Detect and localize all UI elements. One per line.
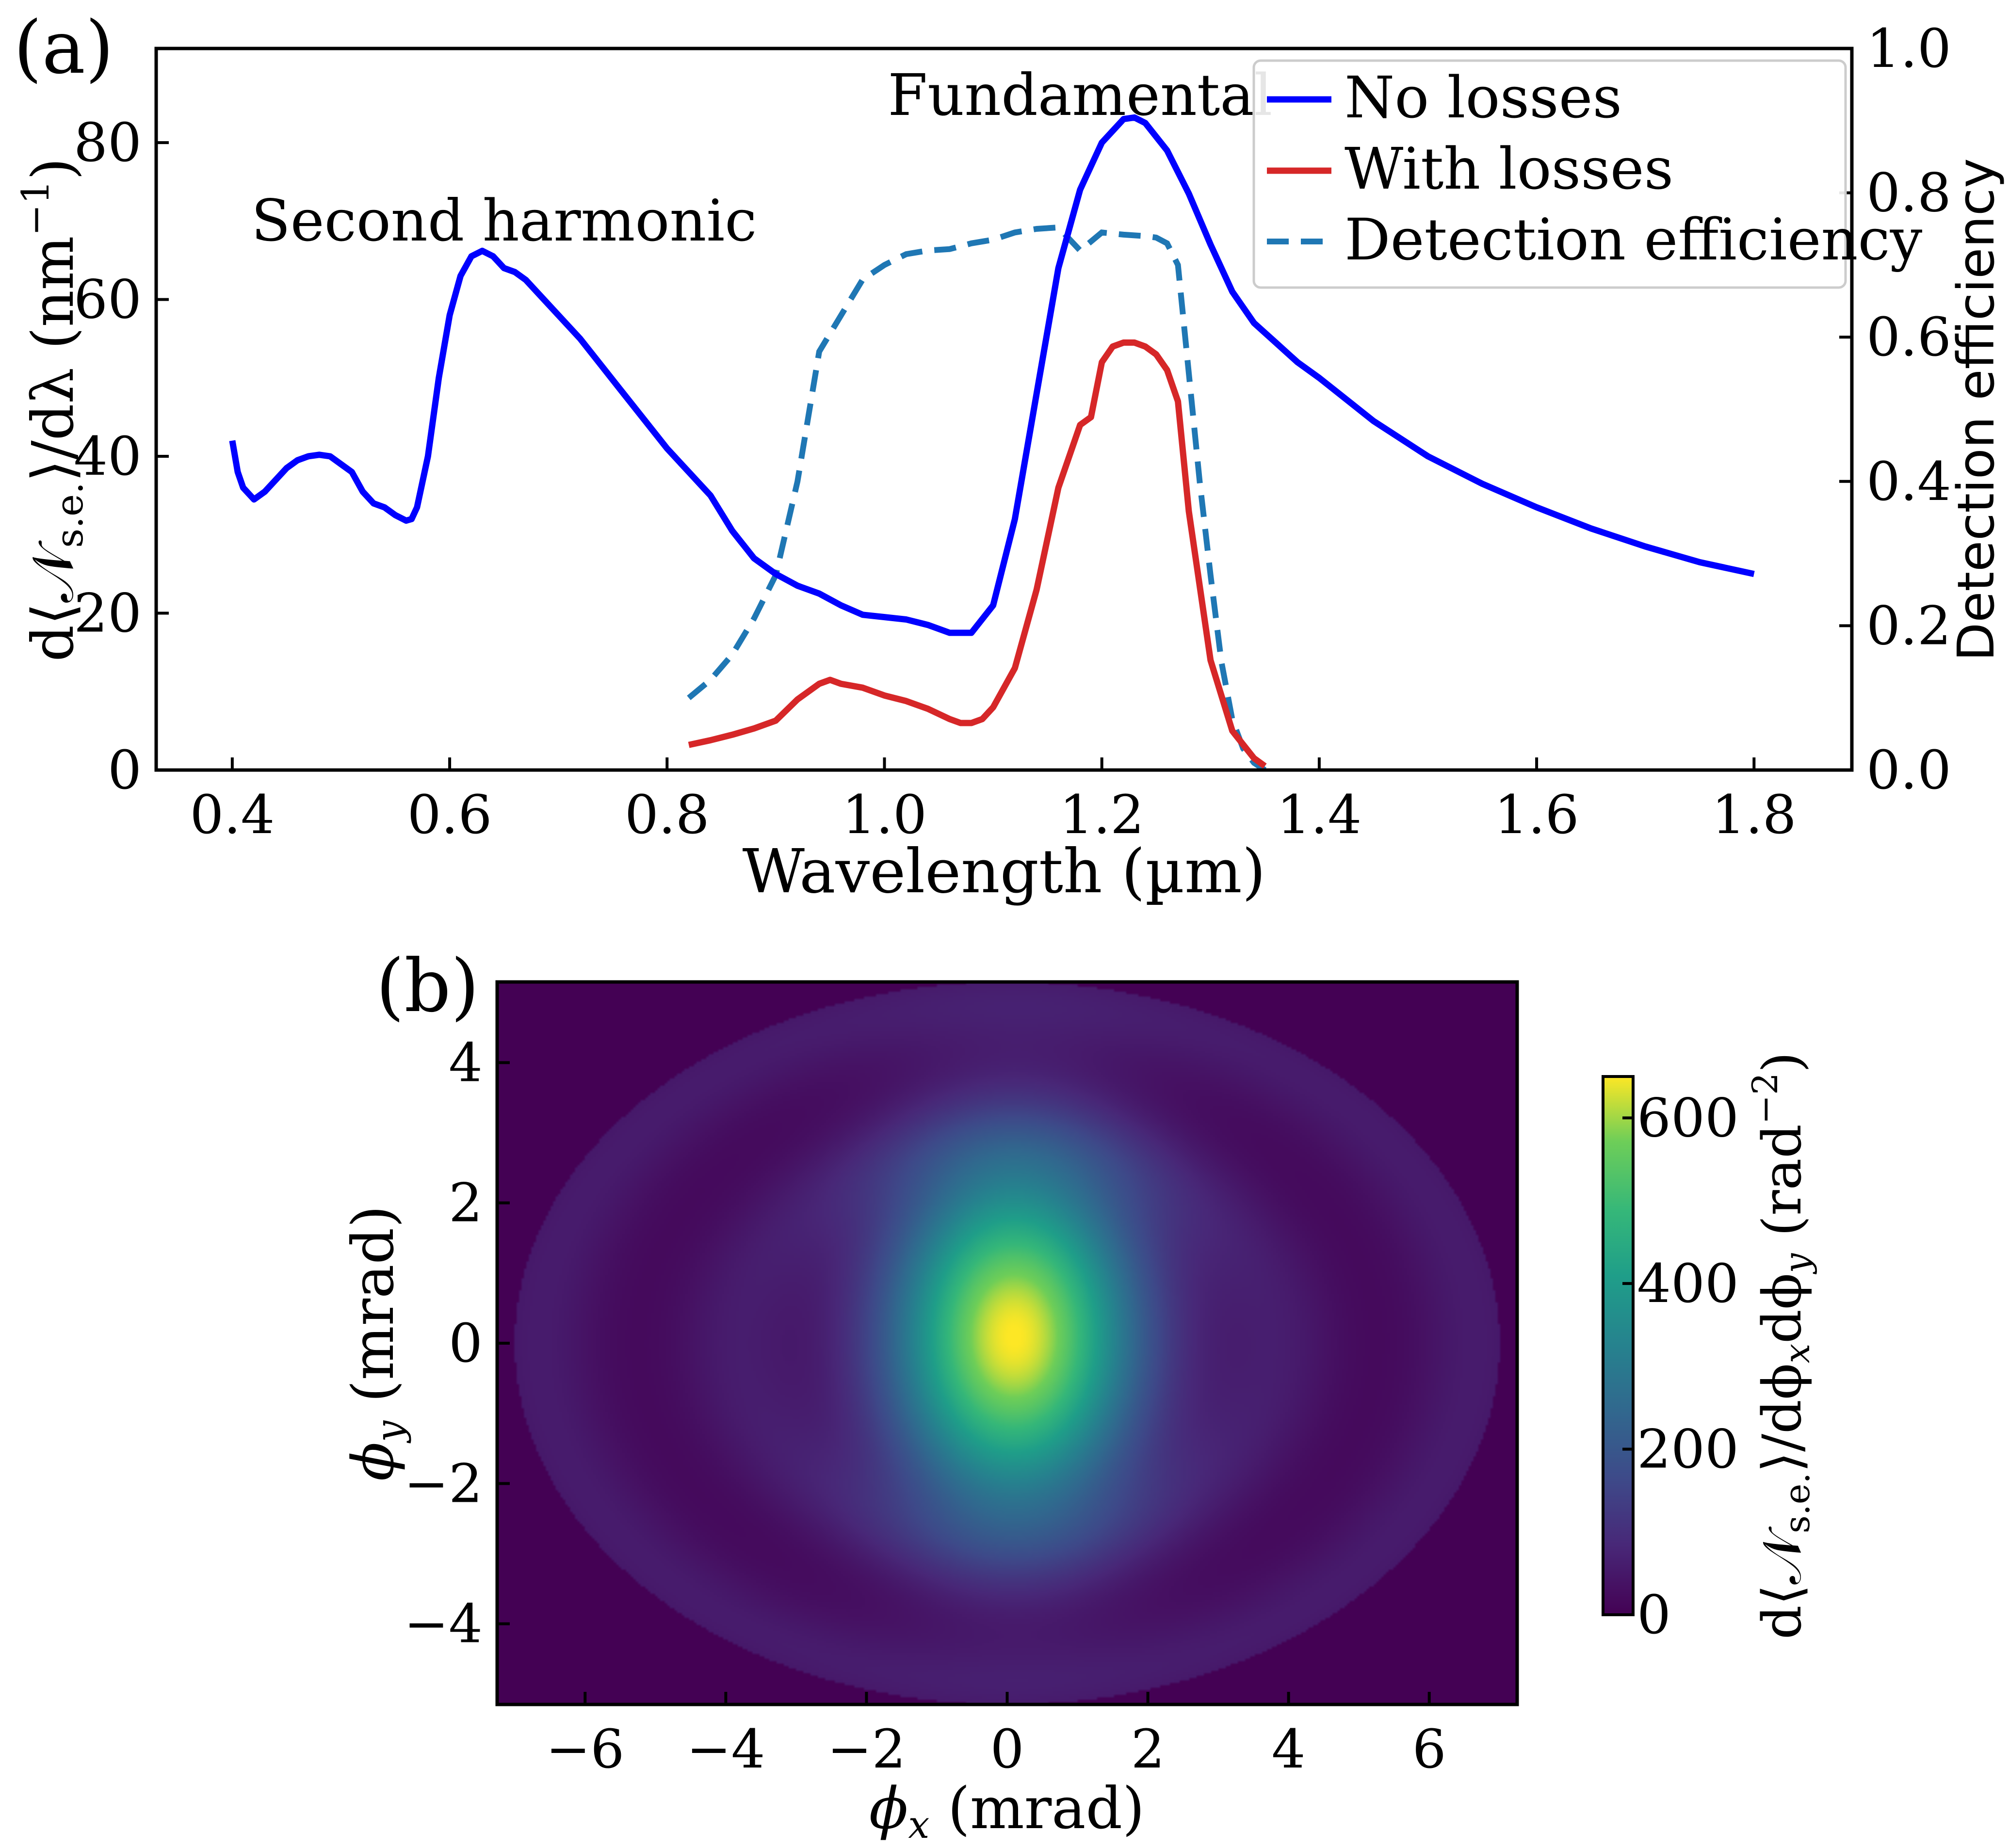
heatmap-y-tick-label: 2	[449, 1172, 483, 1234]
y-right-tick-label: 0.8	[1866, 162, 1951, 224]
heatmap-x-tick-label: 6	[1412, 1718, 1446, 1780]
panel-a-x-axis-label: Wavelength (µm)	[743, 836, 1266, 907]
panel-a: (a) 0.4 0.6 0.8 1.0 1.2 1.4 1.6 1.8 0 20 40 60 80 0…	[14, 6, 2006, 907]
detection-efficiency-line	[687, 224, 1267, 770]
heatmap-x-tick-label: −4	[686, 1718, 765, 1780]
colorbar-tick-label: 200	[1637, 1418, 1739, 1480]
panel-b: (b) −6 −4 −2 0 2 4 6 −4 −2 0 2 4 ϕx (mrad) ϕy (mra…	[340, 944, 1817, 1847]
colorbar-tick-label: 600	[1637, 1087, 1739, 1149]
x-tick-label: 0.6	[407, 784, 492, 846]
x-tick-label: 1.4	[1277, 784, 1361, 846]
heatmap	[497, 982, 1517, 1704]
colorbar-label: d⟨𝒩s.e.⟩/dϕxdϕy (rad−2)	[1745, 1052, 1817, 1639]
legend-label-detection-efficiency: Detection efficiency	[1345, 206, 1923, 273]
annotation-fundamental: Fundamental	[888, 62, 1272, 129]
panel-a-y-ticks-left: 0 20 40 60 80	[74, 112, 169, 801]
y-right-tick-label: 0.6	[1866, 306, 1951, 368]
panel-a-y-axis-label-left: d⟨𝒩s.e.⟩/dλ (nm−1)	[14, 158, 92, 662]
colorbar: 0 200 400 600 d⟨𝒩s.e.⟩/dϕxdϕy (rad−2)	[1602, 1052, 1817, 1646]
annotation-second-harmonic: Second harmonic	[251, 187, 757, 254]
x-tick-label: 0.8	[625, 784, 710, 846]
heatmap-x-tick-label: −6	[546, 1718, 624, 1780]
panel-b-y-axis-label: ϕy (mrad)	[340, 1205, 412, 1481]
heatmap-y-tick-label: 4	[449, 1031, 483, 1093]
heatmap-y-tick-label: 0	[449, 1312, 483, 1374]
y-right-tick-label: 0.2	[1866, 595, 1951, 657]
x-tick-label: 1.0	[842, 784, 927, 846]
colorbar-ticks: 0 200 400 600	[1622, 1087, 1739, 1646]
x-tick-label: 1.2	[1059, 784, 1144, 846]
heatmap-y-tick-label: −2	[404, 1452, 483, 1514]
legend-box	[1252, 59, 1847, 289]
heatmap-image	[497, 982, 1517, 1704]
panel-b-y-ticks: −4 −2 0 2 4	[404, 1031, 510, 1655]
panel-a-y-axis-label-right: Detection efficiency	[1946, 158, 2006, 661]
y-right-tick-label: 1.0	[1866, 17, 1951, 80]
panel-b-x-axis-label: ϕx (mrad)	[869, 1775, 1145, 1847]
legend: No losses With losses Detection efficien…	[1252, 59, 1923, 289]
heatmap-x-tick-label: 0	[990, 1718, 1024, 1780]
legend-label-with-losses: With losses	[1345, 135, 1673, 202]
y-left-tick-label: 0	[108, 739, 142, 801]
panel-a-curves	[229, 114, 1755, 770]
heatmap-x-tick-label: 2	[1131, 1718, 1165, 1780]
colorbar-tick-label: 400	[1637, 1253, 1739, 1315]
panel-b-x-ticks: −6 −4 −2 0 2 4 6	[546, 1692, 1446, 1780]
panel-b-label: (b)	[376, 944, 479, 1028]
y-left-tick-label: 80	[74, 112, 142, 174]
panel-a-y-ticks-right: 0.0 0.2 0.4 0.6 0.8 1.0	[1839, 17, 1951, 801]
x-tick-label: 0.4	[190, 784, 275, 846]
y-left-tick-label: 60	[74, 269, 142, 331]
x-tick-label: 1.6	[1494, 784, 1579, 846]
y-right-tick-label: 0.0	[1866, 739, 1951, 801]
y-right-tick-label: 0.4	[1866, 450, 1951, 513]
colorbar-tick-label: 0	[1637, 1584, 1671, 1646]
panel-a-x-ticks: 0.4 0.6 0.8 1.0 1.2 1.4 1.6 1.8	[190, 757, 1797, 846]
y-left-tick-label: 20	[74, 582, 142, 644]
panel-a-frame	[154, 47, 1854, 772]
legend-label-no-losses: No losses	[1345, 64, 1622, 131]
heatmap-x-tick-label: 4	[1272, 1718, 1306, 1780]
with-losses-line	[688, 339, 1267, 769]
y-left-tick-label: 40	[74, 425, 142, 487]
x-tick-label: 1.8	[1712, 784, 1797, 846]
colorbar-gradient	[1602, 1075, 1635, 1616]
panel-a-label: (a)	[14, 6, 113, 90]
heatmap-y-tick-label: −4	[404, 1593, 483, 1655]
no-losses-line	[229, 114, 1755, 636]
heatmap-x-tick-label: −2	[827, 1718, 906, 1780]
